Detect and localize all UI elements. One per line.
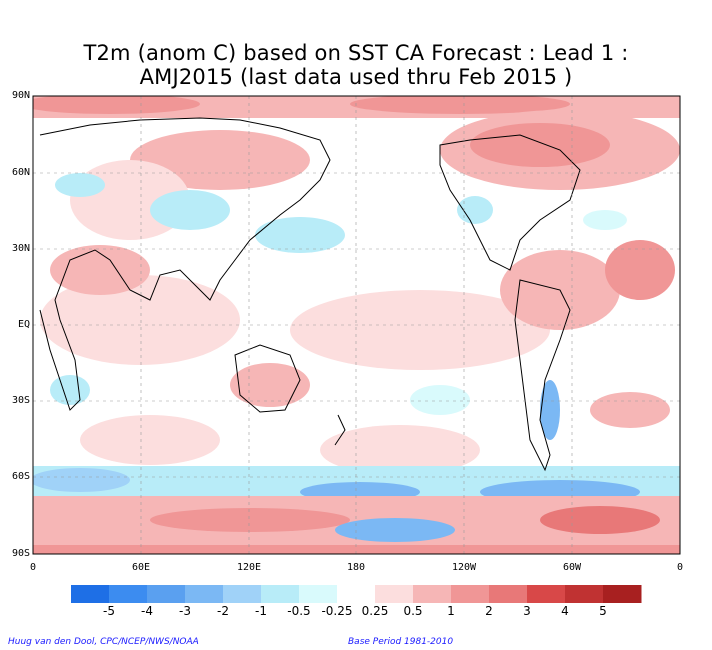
x-tick-120w: 120W	[451, 562, 477, 573]
colorbar-swatch	[603, 585, 642, 603]
colorbar-label: -3	[179, 604, 191, 618]
map-frame	[32, 95, 681, 555]
colorbar-label: 3	[523, 604, 531, 618]
colorbar-swatch	[223, 585, 262, 603]
colorbar-swatch	[261, 585, 300, 603]
x-tick-60w: 60W	[562, 562, 582, 573]
colorbar-label: -1	[255, 604, 267, 618]
colorbar-swatch	[185, 585, 224, 603]
colorbar-swatch	[299, 585, 338, 603]
y-tick-90s: 90S	[11, 548, 30, 559]
colorbar-label: -5	[103, 604, 115, 618]
x-tick-60e: 60E	[131, 562, 151, 573]
colorbar-swatch	[109, 585, 148, 603]
colorbar-label: 2	[485, 604, 493, 618]
colorbar-swatch	[489, 585, 528, 603]
colorbar-label: 0.25	[361, 604, 389, 618]
map-title-line1: T2m (anom C) based on SST CA Forecast : …	[83, 41, 629, 65]
y-tick-eq: EQ	[17, 319, 30, 330]
colorbar-swatch	[527, 585, 566, 603]
x-tick-180: 180	[346, 562, 366, 573]
y-tick-60n: 60N	[11, 167, 30, 178]
colorbar-swatch	[147, 585, 186, 603]
colorbar-label: -0.25	[321, 604, 353, 618]
colorbar-label: 4	[561, 604, 569, 618]
footer-credit: Huug van den Dool, CPC/NCEP/NWS/NOAA	[8, 637, 199, 647]
x-tick-120e: 120E	[236, 562, 262, 573]
y-tick-60s: 60S	[11, 471, 30, 482]
colorbar-swatch	[375, 585, 414, 603]
colorbar-swatch	[565, 585, 604, 603]
colorbar-label: -0.5	[287, 604, 311, 618]
y-tick-30s: 30S	[11, 395, 30, 406]
continent-outlines	[39, 117, 581, 472]
footer-base-period: Base Period 1981-2010	[348, 637, 454, 647]
colorbar-label: 1	[447, 604, 455, 618]
colorbar-swatch	[413, 585, 452, 603]
x-tick-0-left: 0	[29, 562, 37, 573]
colorbar-label: -2	[217, 604, 229, 618]
y-tick-90n: 90N	[11, 90, 30, 101]
colorbar-swatch	[451, 585, 490, 603]
y-tick-30n: 30N	[11, 243, 30, 254]
colorbar-label: 5	[599, 604, 607, 618]
map-title-line2: AMJ2015 (last data used thru Feb 2015 )	[139, 65, 573, 89]
colorbar-label: -4	[141, 604, 153, 618]
anomaly-fields	[33, 96, 680, 554]
colorbar-swatch	[337, 585, 376, 603]
x-tick-0-right: 0	[676, 562, 684, 573]
grid-lines	[33, 96, 680, 554]
colorbar-swatch	[71, 585, 110, 603]
colorbar-label: 0.5	[403, 604, 423, 618]
